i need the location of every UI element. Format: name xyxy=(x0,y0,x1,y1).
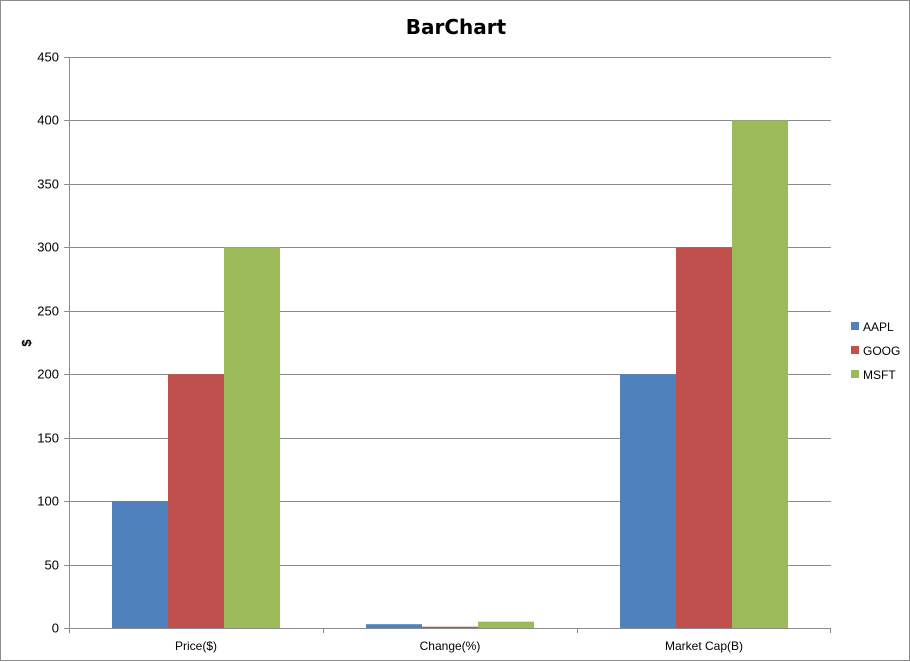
y-tick-label: 450 xyxy=(37,50,59,65)
y-tick-label: 100 xyxy=(37,494,59,509)
legend: AAPL GOOG MSFT xyxy=(851,320,900,382)
legend-swatch-aapl xyxy=(851,322,859,330)
y-tick-label: 400 xyxy=(37,113,59,128)
legend-label-msft: MSFT xyxy=(863,368,896,382)
bar-aapl-2 xyxy=(620,374,676,628)
y-tick-label: 50 xyxy=(45,558,59,573)
legend-label-goog: GOOG xyxy=(863,344,900,358)
bar-goog-2 xyxy=(676,247,732,629)
bar-msft-2 xyxy=(732,120,788,628)
bar-aapl-0 xyxy=(112,501,168,628)
y-tick-label: 300 xyxy=(37,240,59,255)
bar-msft-1 xyxy=(478,621,534,628)
bar-msft-0 xyxy=(224,247,280,629)
y-tick-label: 350 xyxy=(37,177,59,192)
chart-title: BarChart xyxy=(406,15,507,39)
x-tick-label: Market Cap(B) xyxy=(665,639,743,653)
axes: 0 50 100 150 200 250 300 350 400 450 Price($) Chang… xyxy=(37,50,831,653)
y-tick-label: 0 xyxy=(52,621,59,636)
bar-goog-0 xyxy=(168,374,224,628)
legend-swatch-msft xyxy=(851,370,859,378)
bar-goog-1 xyxy=(422,626,478,628)
y-axis-label: $ xyxy=(19,339,34,347)
legend-label-aapl: AAPL xyxy=(863,320,894,334)
bar-aapl-1 xyxy=(366,624,422,628)
legend-swatch-goog xyxy=(851,346,859,354)
bars xyxy=(112,120,788,629)
y-tick-label: 150 xyxy=(37,431,59,446)
y-tick-label: 200 xyxy=(37,367,59,382)
x-tick-label: Change(%) xyxy=(420,639,481,653)
y-tick-label: 250 xyxy=(37,304,59,319)
x-tick-label: Price($) xyxy=(175,639,217,653)
